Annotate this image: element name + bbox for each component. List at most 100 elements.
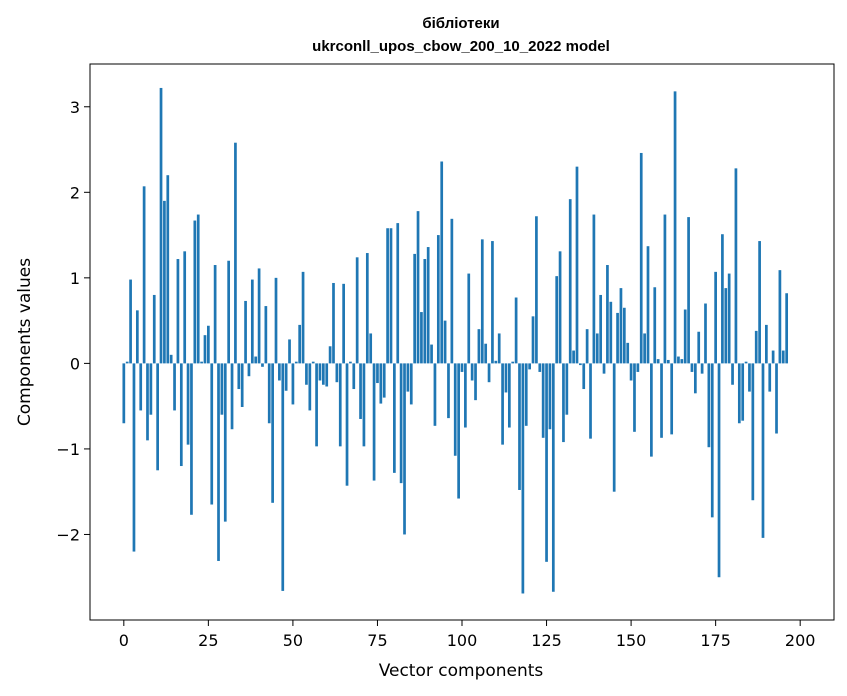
bar-51 [294, 361, 298, 364]
bar-16 [176, 259, 180, 364]
bar-179 [727, 273, 731, 364]
x-tick-label: 100 [447, 631, 478, 650]
bar-142 [602, 363, 606, 374]
bar-77 [382, 363, 386, 398]
bar-110 [494, 360, 498, 364]
bar-189 [761, 363, 765, 538]
bar-180 [731, 363, 734, 385]
bar-21 [193, 220, 197, 364]
bar-20 [190, 363, 193, 515]
bar-169 [693, 363, 697, 394]
x-tick-label: 200 [785, 631, 816, 650]
bar-147 [619, 288, 623, 364]
bar-101 [464, 363, 467, 428]
bar-15 [173, 363, 176, 411]
bar-193 [775, 363, 778, 434]
bar-52 [298, 324, 302, 364]
y-tick-label: 1 [70, 269, 80, 288]
bar-40 [257, 268, 261, 364]
bar-23 [200, 361, 203, 364]
bar-102 [467, 273, 471, 364]
bar-140 [595, 333, 599, 364]
bar-154 [643, 333, 646, 364]
bar-69 [355, 257, 359, 364]
bar-49 [288, 339, 291, 364]
bar-34 [237, 363, 241, 390]
bar-47 [281, 363, 285, 591]
bar-192 [771, 350, 775, 364]
bar-173 [707, 363, 711, 448]
bar-152 [636, 363, 640, 372]
bar-18 [183, 251, 187, 364]
bar-100 [460, 363, 464, 372]
bar-191 [768, 363, 772, 392]
bar-73 [369, 333, 373, 364]
bar-57 [315, 363, 318, 447]
bar-22 [196, 214, 200, 364]
x-tick-label: 75 [367, 631, 387, 650]
bar-74 [372, 363, 376, 481]
bar-111 [497, 333, 501, 364]
x-tick-label: 25 [198, 631, 218, 650]
bar-138 [589, 363, 592, 439]
bar-7 [146, 363, 149, 441]
bar-17 [179, 363, 183, 467]
bar-150 [629, 363, 633, 381]
bar-153 [639, 152, 643, 364]
bar-151 [633, 363, 636, 432]
y-axis-ticks: −2 −1 0 1 2 3 [56, 98, 90, 544]
bar-149 [626, 342, 630, 364]
bar-155 [646, 246, 650, 364]
bar-167 [687, 217, 690, 364]
bar-170 [697, 331, 701, 364]
bar-43 [267, 363, 271, 424]
bar-0 [122, 363, 126, 424]
bar-137 [585, 329, 589, 364]
bar-104 [474, 363, 477, 401]
bar-187 [754, 330, 758, 364]
bar-32 [230, 363, 234, 430]
x-tick-label: 175 [700, 631, 731, 650]
bar-62 [332, 282, 335, 364]
bar-113 [504, 363, 508, 393]
bar-45 [274, 277, 278, 364]
bar-120 [528, 363, 531, 370]
bar-139 [592, 214, 596, 364]
bar-91 [430, 344, 433, 364]
bar-6 [142, 186, 146, 364]
bar-109 [491, 241, 494, 364]
bar-67 [349, 361, 352, 364]
bar-31 [227, 260, 231, 364]
bar-190 [765, 324, 768, 364]
bar-8 [149, 363, 153, 415]
bar-181 [734, 168, 738, 364]
bar-131 [565, 363, 569, 415]
bar-81 [396, 223, 400, 364]
bar-163 [673, 91, 677, 364]
bar-168 [690, 363, 694, 372]
bar-159 [660, 363, 663, 438]
bar-171 [700, 363, 704, 374]
bar-84 [406, 363, 410, 392]
bar-124 [541, 363, 545, 438]
bar-106 [480, 239, 484, 364]
bar-195 [781, 350, 785, 364]
bar-55 [308, 363, 312, 411]
bar-75 [376, 363, 379, 384]
bar-68 [352, 363, 356, 390]
bar-13 [166, 175, 170, 364]
bar-9 [152, 294, 156, 364]
bar-96 [447, 363, 450, 419]
x-tick-label: 150 [616, 631, 647, 650]
bar-194 [778, 270, 782, 364]
bar-58 [318, 363, 322, 381]
bar-117 [518, 363, 521, 490]
bar-135 [579, 363, 582, 366]
bar-76 [379, 363, 383, 404]
bar-26 [210, 363, 214, 505]
bar-94 [440, 161, 444, 364]
bar-92 [433, 363, 437, 426]
bar-1 [125, 361, 129, 364]
bar-50 [291, 363, 295, 405]
bar-125 [545, 363, 548, 562]
